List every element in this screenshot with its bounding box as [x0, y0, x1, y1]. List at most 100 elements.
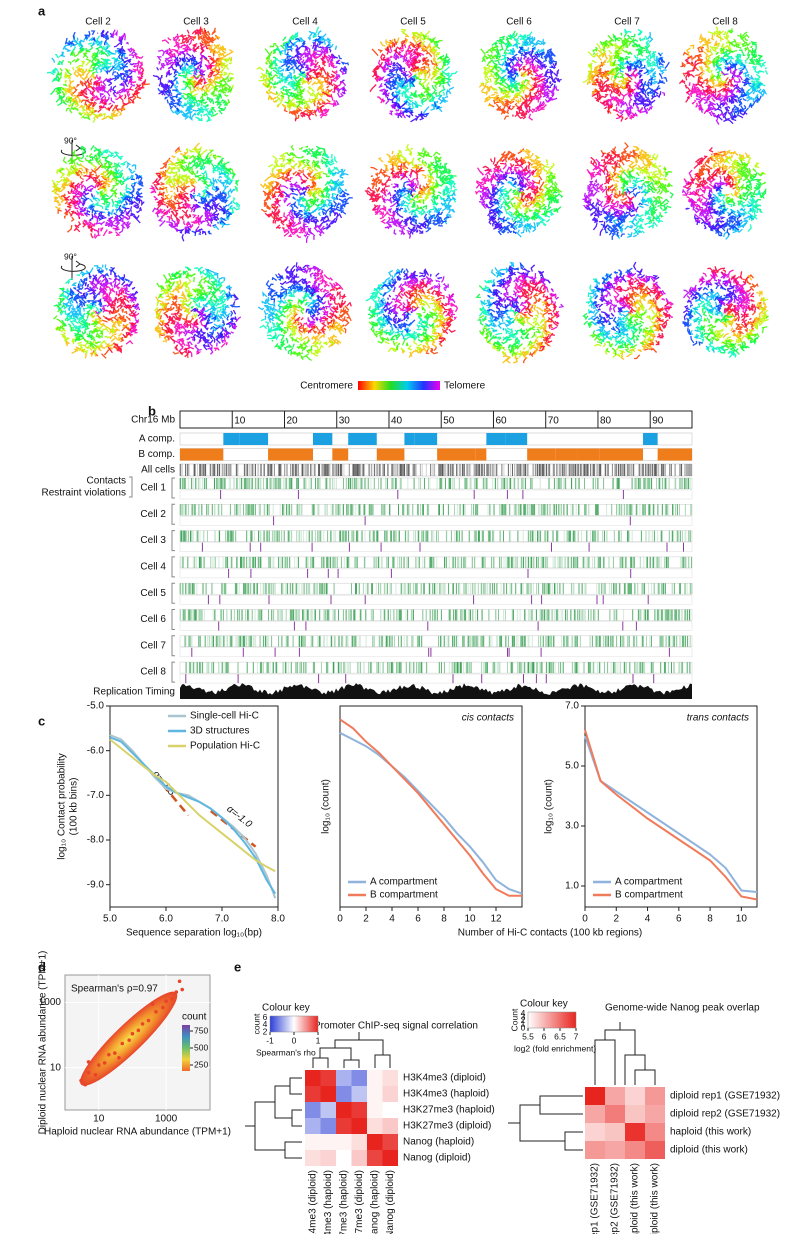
replication-timing: [180, 683, 692, 699]
structure-trace: [612, 32, 652, 79]
series-line: [584, 729, 758, 901]
track-frame: [179, 504, 693, 516]
heat-cell: [585, 1141, 605, 1159]
row-label: H3K4me3 (diploid): [403, 1073, 486, 1084]
key-label: log2 (fold enrichment): [514, 1043, 596, 1053]
key-tick-label: 0: [292, 1035, 297, 1045]
structure-trace: [617, 28, 657, 72]
y-axis-title: Diploid nuclear RNA abundance (TPM+1): [38, 951, 49, 1135]
track-frame: [179, 673, 693, 684]
cell-label: Cell 4: [140, 562, 166, 573]
heat-cell: [605, 1141, 625, 1159]
structure-trace: [154, 279, 194, 343]
structure-trace: [163, 310, 199, 358]
point: [146, 1018, 151, 1023]
compartment: [414, 433, 438, 445]
contacts: [185, 662, 688, 674]
column-label: Nanog (haploid): [369, 1170, 380, 1234]
colorbar-tick-label: 750: [194, 1025, 208, 1035]
structure-trace: [178, 26, 215, 88]
heat-cell: [320, 1086, 336, 1102]
contacts: [196, 662, 691, 674]
heat-cell: [605, 1123, 625, 1141]
structure-trace: [692, 299, 737, 359]
key-tick-label: 5.5: [522, 1031, 534, 1041]
bracket: [171, 661, 175, 683]
structure-trace: [397, 279, 456, 344]
colorbar-tick-label: 500: [194, 1042, 208, 1052]
bracket: [171, 477, 175, 499]
y-axis-title: log₁₀ (count): [544, 779, 555, 834]
structure-trace: [289, 189, 353, 221]
heat-cell: [382, 1150, 398, 1166]
structure-trace: [520, 280, 560, 351]
key-tick-label: 6: [542, 1031, 547, 1041]
legend-brace: [129, 476, 133, 498]
x-tick-label: 20: [286, 416, 298, 427]
structure-trace: [259, 289, 317, 341]
compartment: [437, 448, 476, 461]
cell-label: Cell 4: [292, 17, 318, 28]
structure-trace: [382, 172, 416, 239]
violations: [185, 674, 655, 684]
track-frame: [179, 609, 693, 621]
violations: [228, 568, 632, 578]
structure-trace: [616, 277, 673, 346]
structure-trace: [74, 184, 132, 234]
y-tick-label: 1000: [39, 997, 62, 1008]
structure-trace: [592, 267, 633, 333]
heat-cell: [645, 1105, 665, 1123]
chart-title: Promoter ChIP-seq signal correlation: [314, 1021, 478, 1032]
contacts: [180, 556, 690, 568]
track-frame: [179, 647, 693, 658]
x-tick-label: 8: [707, 914, 713, 925]
legend-label: Population Hi-C: [190, 741, 260, 752]
contacts: [185, 635, 691, 647]
heat-cell: [351, 1102, 367, 1118]
point: [161, 1005, 165, 1010]
series-line: [584, 735, 758, 893]
key-count-tick: 6: [263, 1012, 268, 1022]
structure-trace: [68, 266, 130, 312]
colour-bar-label: Telomere: [444, 381, 486, 392]
heat-cell: [585, 1123, 605, 1141]
heat-cell: [336, 1134, 352, 1150]
track-frame: [179, 621, 693, 631]
structure-trace: [182, 308, 242, 355]
series-line: [339, 731, 523, 895]
axis-title: Chr16 Mb: [131, 415, 175, 426]
violations: [218, 621, 637, 631]
heat-cell: [382, 1086, 398, 1102]
colour-bar: [358, 381, 440, 390]
series-line: [339, 718, 522, 897]
structure-trace: [682, 169, 730, 212]
heat-cell: [305, 1070, 321, 1086]
heat-cell: [382, 1118, 398, 1134]
structure-trace: [626, 52, 670, 99]
chart-title: trans contacts: [687, 713, 749, 724]
structure-trace: [95, 29, 140, 104]
point: [127, 1038, 131, 1042]
contacts: [198, 635, 689, 647]
compartment: [312, 433, 333, 445]
y-tick-label: -5.0: [87, 701, 105, 712]
heat-cell: [382, 1070, 398, 1086]
compartment: [475, 448, 487, 461]
point: [180, 987, 185, 992]
legend-label: A compartment: [370, 877, 437, 888]
structure-trace: [707, 266, 757, 329]
structure-trace: [591, 72, 634, 122]
key-tick-label: -1: [266, 1035, 274, 1045]
series-line: [109, 736, 277, 895]
cell-label: Cell 6: [506, 17, 532, 28]
x-tick-label: 40: [391, 416, 403, 427]
contacts: [180, 530, 681, 542]
y-tick-label: -6.0: [87, 745, 105, 756]
point: [107, 1052, 111, 1057]
plot-frame: [109, 705, 279, 908]
heat-cell: [305, 1118, 321, 1134]
track-frame: [179, 489, 693, 500]
heat-cell: [625, 1087, 645, 1105]
x-tick-label: 12: [490, 914, 502, 925]
